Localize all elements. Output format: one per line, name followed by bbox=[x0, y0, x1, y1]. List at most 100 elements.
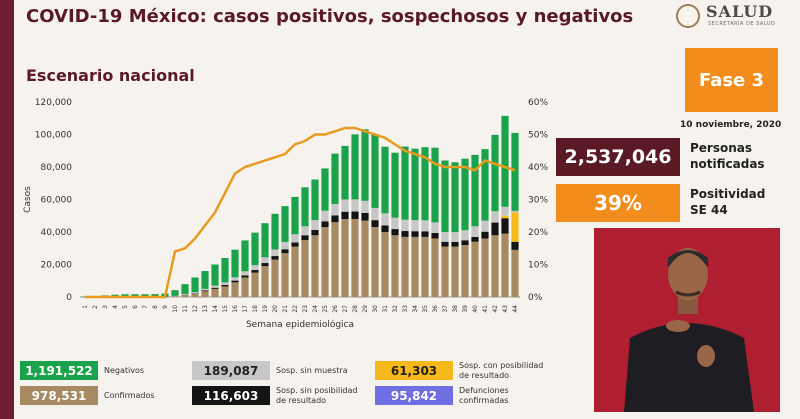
bar-segment bbox=[361, 200, 369, 213]
bar-segment bbox=[331, 153, 339, 205]
bar-segment bbox=[211, 264, 219, 286]
bar-segment bbox=[411, 231, 419, 237]
bar-segment bbox=[341, 219, 349, 297]
x-tick-label: 6 bbox=[132, 305, 139, 309]
x-tick-label: 28 bbox=[352, 305, 359, 313]
x-tick-label: 13 bbox=[202, 305, 209, 313]
legend-label: Defunciones confirmadas bbox=[459, 386, 509, 406]
y-tick-label: 40,000 bbox=[41, 228, 73, 238]
bar-segment bbox=[321, 221, 329, 228]
bar-segment bbox=[141, 294, 149, 297]
bar-segment bbox=[431, 232, 439, 239]
chart-svg: 0 20,000 40,000 60,000 80,000 100,000 120,000 0… bbox=[23, 98, 571, 330]
bar-segment bbox=[501, 215, 509, 219]
bar-segment bbox=[411, 236, 419, 297]
bar-segment bbox=[391, 229, 399, 236]
x-tick-label: 42 bbox=[492, 305, 499, 313]
bar-segment bbox=[471, 236, 479, 242]
chart-subtitle: Escenario nacional bbox=[26, 66, 195, 85]
notified-label-line-1: Personas bbox=[690, 141, 753, 155]
bar-segment bbox=[231, 282, 239, 297]
legend-label: Sosp. sin posibilidad de resultado bbox=[276, 386, 357, 406]
bar-segment bbox=[441, 232, 449, 242]
x-tick-label: 27 bbox=[342, 305, 349, 313]
legend-value: 61,303 bbox=[375, 361, 453, 380]
bar-segment bbox=[321, 168, 329, 211]
bar-segment bbox=[271, 256, 279, 260]
bar-segment bbox=[481, 238, 489, 297]
bar-segment bbox=[501, 233, 509, 297]
legend-value: 116,603 bbox=[192, 386, 270, 405]
bar-segment bbox=[311, 229, 319, 236]
legend-label: Sosp. con posibilidad de resultado bbox=[459, 361, 543, 381]
y2-tick-label: 40% bbox=[528, 163, 548, 173]
sign-language-interpreter bbox=[594, 228, 780, 412]
bar-segment bbox=[461, 240, 469, 245]
x-tick-label: 18 bbox=[252, 305, 259, 313]
bar-segment bbox=[301, 187, 309, 227]
x-tick-label: 40 bbox=[472, 305, 479, 313]
bar-segment bbox=[441, 246, 449, 297]
bar-segment bbox=[371, 207, 379, 221]
bar-segment bbox=[401, 219, 409, 232]
bar-segment bbox=[261, 223, 269, 258]
legend-label: Sosp. sin muestra bbox=[276, 366, 348, 376]
x-tick-label: 15 bbox=[222, 305, 229, 313]
phase-badge: Fase 3 bbox=[685, 48, 778, 112]
bar-segment bbox=[341, 211, 349, 219]
bar-segment bbox=[391, 217, 399, 230]
bar-segment bbox=[451, 246, 459, 297]
bar-segment bbox=[421, 236, 429, 297]
bar-segment bbox=[181, 284, 189, 294]
bar-segment bbox=[511, 212, 519, 242]
x-tick-label: 30 bbox=[372, 305, 379, 313]
bar-segment bbox=[341, 145, 349, 200]
bar-segment bbox=[511, 132, 519, 211]
bar-segment bbox=[461, 158, 469, 231]
bar-segment bbox=[221, 284, 229, 287]
bar-segment bbox=[201, 271, 209, 289]
bar-segment bbox=[371, 134, 379, 208]
y2-tick-label: 30% bbox=[528, 196, 548, 206]
bar-segment bbox=[241, 277, 249, 297]
bar-segment bbox=[291, 234, 299, 243]
cases-chart: 0 20,000 40,000 60,000 80,000 100,000 120,000 0… bbox=[20, 90, 571, 350]
x-tick-label: 10 bbox=[172, 305, 179, 313]
x-tick-label: 7 bbox=[142, 305, 149, 309]
legend-value: 189,087 bbox=[192, 361, 270, 380]
x-tick-label: 29 bbox=[362, 305, 369, 313]
bar-segment bbox=[501, 115, 509, 207]
bar-segment bbox=[511, 249, 519, 297]
bar-segment bbox=[471, 226, 479, 237]
bar-segment bbox=[371, 220, 379, 228]
x-tick-label: 43 bbox=[502, 305, 509, 313]
x-tick-label: 17 bbox=[242, 305, 249, 313]
legend-label-line: de resultado bbox=[276, 396, 327, 405]
x-tick-label: 37 bbox=[442, 305, 449, 313]
x-tick-label: 20 bbox=[272, 305, 279, 313]
bar-segment bbox=[231, 249, 239, 278]
y-tick-label: 20,000 bbox=[41, 261, 73, 271]
bar-segment bbox=[471, 154, 479, 227]
y2-tick-label: 60% bbox=[528, 98, 548, 108]
x-tick-label: 16 bbox=[232, 305, 239, 313]
bar-segment bbox=[301, 240, 309, 297]
bar-segment bbox=[261, 266, 269, 297]
x-tick-label: 8 bbox=[152, 305, 159, 309]
bar-segment bbox=[491, 235, 499, 297]
y2-tick-label: 20% bbox=[528, 228, 548, 238]
bar-segment bbox=[481, 149, 489, 221]
x-tick-label: 21 bbox=[282, 305, 289, 313]
x-tick-label: 35 bbox=[422, 305, 429, 313]
x-tick-label: 2 bbox=[92, 305, 99, 309]
x-tick-label: 3 bbox=[102, 305, 109, 309]
bar-segment bbox=[311, 235, 319, 297]
positivity-label: Positividad SE 44 bbox=[690, 186, 765, 218]
bar-segment bbox=[391, 152, 399, 218]
x-tick-label: 31 bbox=[382, 305, 389, 313]
positivity-line bbox=[85, 126, 516, 299]
legend-label-line: Defunciones bbox=[459, 386, 509, 395]
bar-segment bbox=[301, 226, 309, 236]
y2-tick-label: 50% bbox=[528, 131, 548, 141]
y-tick-label: 120,000 bbox=[35, 98, 72, 108]
